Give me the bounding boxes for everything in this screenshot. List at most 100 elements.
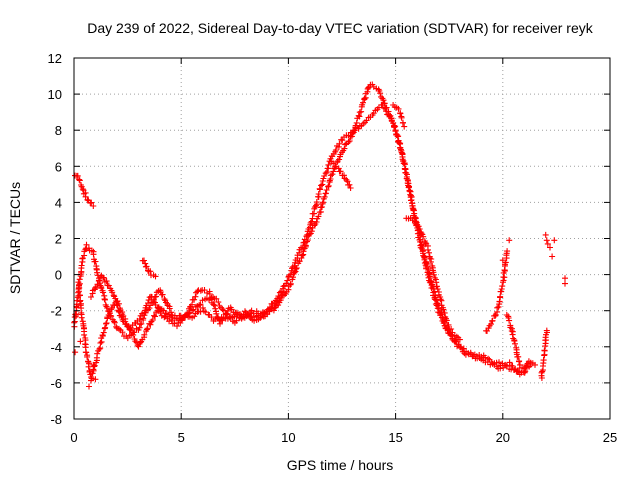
data-marker [416,226,423,232]
data-marker [421,255,428,262]
data-marker [90,203,97,209]
data-marker [251,317,258,324]
data-marker [428,278,435,285]
data-marker [94,269,101,276]
data-marker [273,303,279,310]
data-marker [184,310,191,316]
data-marker [511,338,518,344]
data-marker [174,323,180,330]
data-marker [337,168,344,175]
data-marker [489,317,496,324]
data-marker [215,299,222,306]
data-marker [345,139,352,145]
data-marker [83,241,90,248]
data-marker [79,255,86,262]
data-marker [138,320,145,327]
data-marker [415,223,422,230]
data-marker [495,303,502,310]
data-markers [71,81,568,390]
data-marker [132,338,139,345]
data-marker [113,301,120,308]
data-marker [166,305,173,312]
data-marker [492,311,499,318]
data-marker [148,294,155,300]
data-marker [398,114,405,121]
data-marker [287,280,294,287]
data-marker [194,288,201,295]
data-marker [75,279,82,286]
data-marker [114,302,121,309]
data-marker [436,305,443,312]
data-marker [440,306,447,313]
data-marker [397,146,404,153]
data-marker [380,97,387,104]
data-marker [427,258,434,265]
data-marker [437,296,444,303]
data-marker [83,349,90,356]
data-marker [422,260,429,266]
data-marker [144,325,151,332]
data-marker [135,343,142,350]
data-marker [82,341,89,348]
data-marker [492,312,499,319]
data-marker [512,340,518,347]
data-marker [152,273,159,280]
data-marker [319,204,325,210]
data-marker [145,297,152,304]
data-marker [196,302,203,309]
data-marker [361,95,368,102]
data-marker [189,301,195,308]
data-marker [497,293,504,300]
data-marker [293,265,299,272]
data-marker [113,298,119,304]
data-marker [409,202,416,209]
y-tick-label: 0 [55,268,62,283]
data-marker [448,326,455,332]
data-marker [541,347,548,354]
data-marker [330,160,337,167]
data-marker [213,310,220,317]
data-marker [452,338,459,345]
data-marker [325,182,332,189]
data-marker [322,170,329,177]
data-marker [383,104,390,111]
data-marker [422,239,429,246]
data-marker [304,237,311,244]
data-marker [515,353,522,360]
data-marker [349,130,356,137]
data-marker [318,182,325,189]
x-axis-label: GPS time / hours [287,457,394,473]
y-tick-label: -6 [50,376,62,391]
data-marker [399,119,406,126]
data-marker [108,306,115,313]
data-marker [392,128,399,135]
data-marker [341,145,348,152]
data-marker [323,187,330,193]
data-marker [551,237,558,244]
data-marker [407,188,414,195]
data-marker [151,312,157,319]
data-marker [418,242,425,249]
data-marker [143,326,150,333]
data-marker [157,309,164,315]
data-marker [100,329,107,336]
data-marker [420,233,427,240]
data-marker [401,123,408,130]
data-marker [111,318,118,325]
data-marker [508,328,515,334]
data-marker [388,117,395,124]
data-marker [79,186,86,193]
data-marker [197,301,204,308]
data-marker [315,213,322,220]
data-marker [97,282,104,289]
data-marker [250,310,257,317]
data-marker [84,196,91,203]
data-marker [152,313,158,320]
data-marker [501,274,508,281]
data-marker [456,336,463,343]
y-tick-label: 8 [55,123,62,138]
data-marker [96,346,103,353]
data-marker [76,276,83,283]
data-marker [242,308,248,315]
